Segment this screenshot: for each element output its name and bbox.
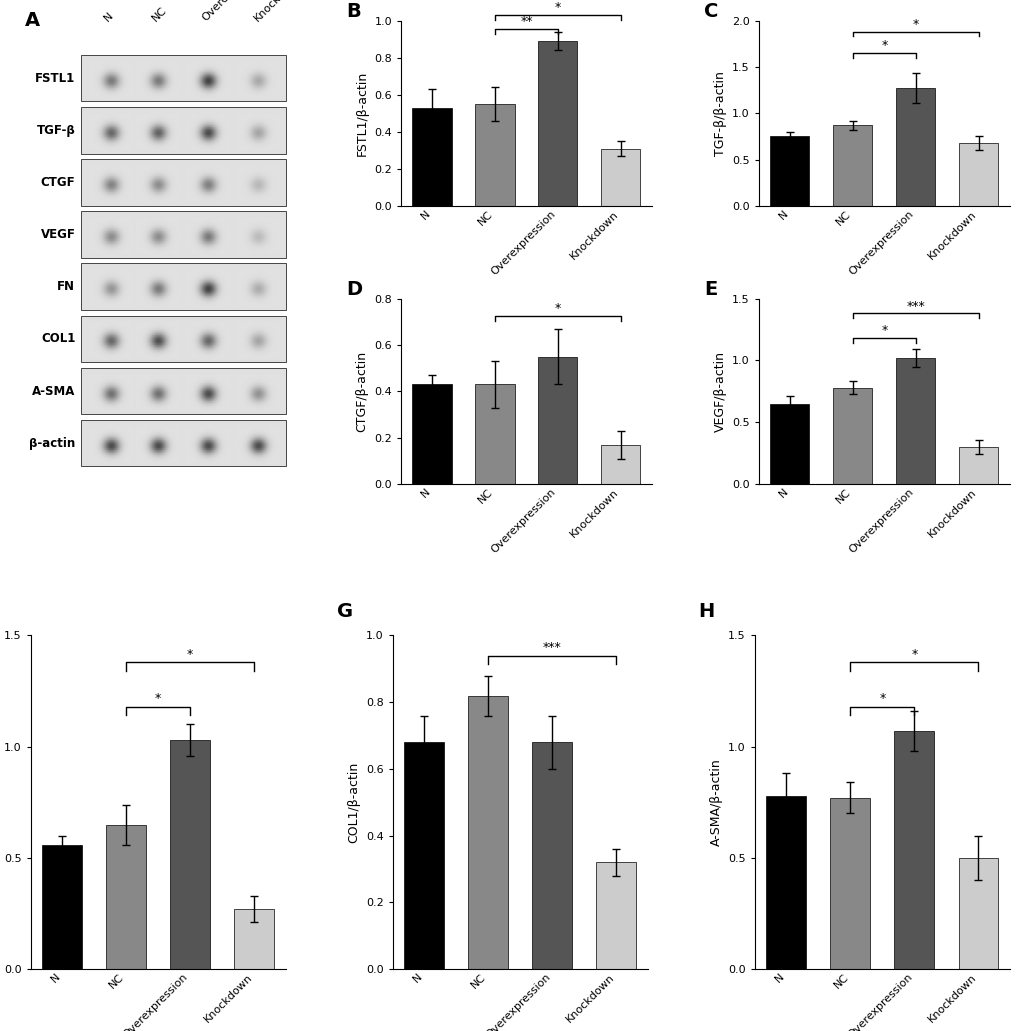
Text: β-actin: β-actin [30,437,75,450]
Bar [538,41,577,206]
Bar [894,731,933,969]
FancyBboxPatch shape [81,264,285,310]
Text: *: * [554,1,560,14]
Text: *: * [912,18,918,31]
Text: NC: NC [150,4,168,23]
Text: D: D [345,280,362,299]
FancyBboxPatch shape [81,159,285,206]
Bar [829,798,869,969]
Bar [475,104,514,206]
Text: B: B [345,2,361,21]
Bar [769,136,809,206]
Bar [42,844,82,969]
Bar [404,742,443,969]
Bar [538,357,577,484]
Text: VEGF: VEGF [41,228,75,241]
Bar [468,696,507,969]
Bar [765,796,805,969]
Bar [896,358,934,484]
FancyBboxPatch shape [81,420,285,466]
Text: TGF-β: TGF-β [37,124,75,137]
Bar [532,742,572,969]
Text: A-SMA: A-SMA [32,385,75,398]
Bar [412,108,451,206]
FancyBboxPatch shape [81,368,285,414]
FancyBboxPatch shape [81,315,285,362]
Bar [475,385,514,484]
Bar [601,148,640,206]
Text: *: * [186,647,193,661]
Bar [896,89,934,206]
Text: ***: *** [906,300,924,312]
Text: Knockdown: Knockdown [253,0,305,23]
Text: **: ** [520,15,532,28]
Text: G: G [336,602,353,621]
Bar [106,825,146,969]
Y-axis label: FSTL1/β-actin: FSTL1/β-actin [356,71,368,156]
Bar [833,126,871,206]
Y-axis label: CTGF/β-actin: CTGF/β-actin [356,351,368,432]
Text: N: N [103,10,115,23]
Text: *: * [880,39,887,53]
Text: ***: *** [542,641,561,654]
FancyBboxPatch shape [81,107,285,154]
Text: H: H [698,602,714,621]
Bar [412,385,451,484]
Bar [234,909,274,969]
Bar [596,862,636,969]
Y-axis label: A-SMA/β-actin: A-SMA/β-actin [709,759,721,846]
Bar [959,143,998,206]
Bar [769,404,809,484]
Y-axis label: VEGF/β-actin: VEGF/β-actin [713,351,727,432]
FancyBboxPatch shape [81,211,285,258]
Text: *: * [878,692,884,705]
Y-axis label: COL1/β-actin: COL1/β-actin [347,762,360,843]
Text: CTGF: CTGF [41,176,75,189]
Bar [959,447,998,484]
Text: C: C [703,2,717,21]
Text: *: * [155,692,161,705]
Bar [170,740,210,969]
Text: A: A [25,11,41,30]
Y-axis label: TGF-β/β-actin: TGF-β/β-actin [713,71,726,156]
Text: *: * [880,325,887,337]
Text: *: * [554,302,560,315]
Text: FSTL1: FSTL1 [35,72,75,85]
FancyBboxPatch shape [81,55,285,101]
Text: FN: FN [57,280,75,293]
Text: Overexpression: Overexpression [200,0,268,23]
Text: E: E [703,280,716,299]
Text: COL1: COL1 [41,332,75,345]
Bar [601,444,640,484]
Text: *: * [910,647,916,661]
Bar [833,388,871,484]
Bar [958,858,998,969]
